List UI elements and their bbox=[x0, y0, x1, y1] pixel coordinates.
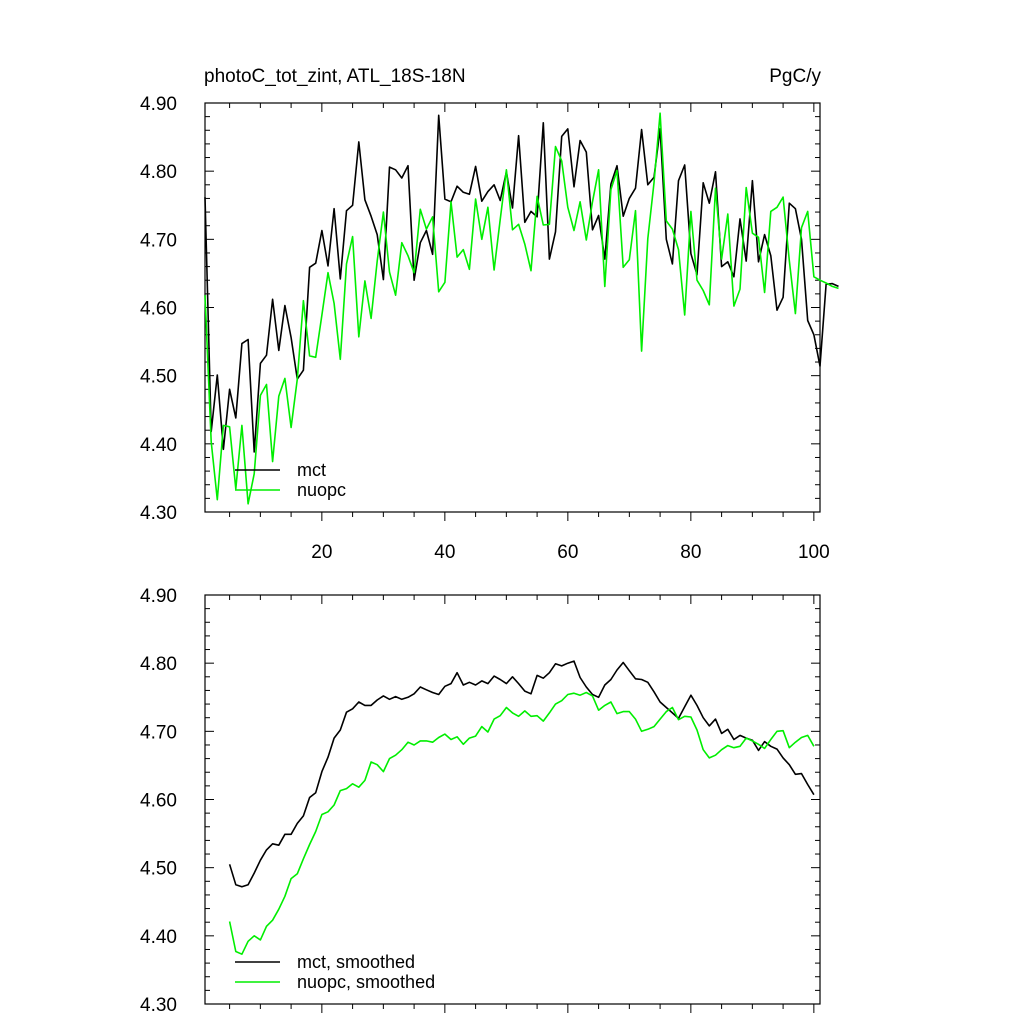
series-line-0 bbox=[204, 114, 839, 453]
y-tick-label: 4.70 bbox=[140, 722, 177, 743]
top-panel: photoC_tot_zint, ATL_18S-18N PgC/y 4.304… bbox=[140, 66, 839, 563]
series-line-0 bbox=[228, 660, 815, 888]
x-tick-label: 80 bbox=[680, 542, 701, 563]
legend-label: nuopc bbox=[297, 480, 346, 500]
y-tick-label: 4.90 bbox=[140, 94, 177, 115]
plot-frame bbox=[204, 594, 821, 1005]
y-tick-label: 4.30 bbox=[140, 995, 177, 1016]
y-tick-label: 4.80 bbox=[140, 162, 177, 183]
series-line-1 bbox=[204, 112, 839, 505]
units-label: PgC/y bbox=[769, 66, 821, 87]
top-plot-area: 4.30 4.40 4.50 4.60 4.70 4.80 4.90 20 40 60 80 100 m… bbox=[140, 94, 839, 563]
y-tick-label: 4.50 bbox=[140, 859, 177, 880]
y-tick-label: 4.50 bbox=[140, 367, 177, 388]
y-tick-label: 4.30 bbox=[140, 503, 177, 524]
x-tick-label: 20 bbox=[311, 542, 332, 563]
series-line-1 bbox=[228, 691, 815, 956]
y-tick-label: 4.40 bbox=[140, 927, 177, 948]
y-tick-label: 4.60 bbox=[140, 299, 177, 320]
legend-label: mct, smoothed bbox=[297, 952, 415, 972]
x-tick-label: 60 bbox=[557, 542, 578, 563]
plot-frame bbox=[204, 102, 821, 513]
legend-label: nuopc, smoothed bbox=[297, 972, 435, 992]
bottom-panel: 4.30 4.40 4.50 4.60 4.70 4.80 4.90 mct, smoothe… bbox=[140, 586, 821, 1016]
y-tick-label: 4.80 bbox=[140, 654, 177, 675]
x-tick-label: 40 bbox=[434, 542, 455, 563]
legend-label: mct bbox=[297, 460, 326, 480]
y-tick-label: 4.60 bbox=[140, 791, 177, 812]
chart-title: photoC_tot_zint, ATL_18S-18N bbox=[204, 66, 466, 87]
y-tick-label: 4.40 bbox=[140, 435, 177, 456]
y-tick-label: 4.70 bbox=[140, 230, 177, 251]
bottom-plot-area: 4.30 4.40 4.50 4.60 4.70 4.80 4.90 mct, smoothe… bbox=[140, 586, 821, 1016]
x-tick-label: 100 bbox=[798, 542, 830, 563]
y-tick-label: 4.90 bbox=[140, 586, 177, 607]
